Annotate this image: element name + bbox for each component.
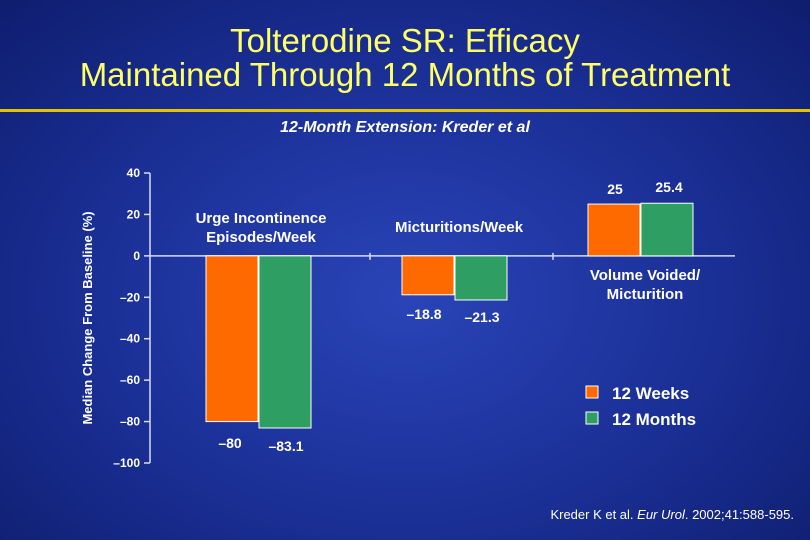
y-tick-label: –100 (113, 456, 140, 470)
y-axis-title: Median Change From Baseline (%) (80, 211, 95, 424)
y-tick-label: –80 (120, 415, 140, 429)
category-label: Volume Voided/ (590, 267, 701, 284)
data-label: –18.8 (406, 306, 441, 322)
citation-prefix: Kreder K et al. (550, 507, 638, 522)
citation-journal: Eur Urol (637, 507, 685, 522)
legend-swatch-12-weeks (585, 385, 599, 399)
category-label: Micturition (607, 286, 684, 303)
category-label: Micturitions/Week (395, 219, 524, 236)
bar-12-weeks (401, 255, 455, 296)
y-tick-label: 40 (127, 166, 141, 180)
legend-swatch-12-months (585, 411, 599, 425)
data-label: 25 (607, 181, 623, 197)
chart-title: 12-Month Extension: Kreder et al (280, 119, 530, 136)
slide-title-line1: Tolterodine SR: Efficacy (230, 22, 580, 59)
data-label: –80 (218, 435, 242, 451)
data-label: –21.3 (464, 309, 499, 325)
legend-label: 12 Weeks (612, 384, 689, 403)
data-label: 25.4 (655, 179, 682, 195)
bar-12-months (258, 255, 312, 429)
y-tick-label: –40 (120, 332, 140, 346)
legend-label: 12 Months (612, 410, 696, 429)
category-label: Episodes/Week (206, 229, 316, 246)
bar-12-months (454, 255, 508, 301)
bar-12-months (640, 202, 694, 257)
slide-title-line2: Maintained Through 12 Months of Treatmen… (79, 56, 731, 93)
bar-12-weeks (587, 203, 641, 257)
slide-title: Tolterodine SR: Efficacy Maintained Thro… (0, 24, 810, 92)
citation-suffix: . 2002;41:588-595. (684, 507, 794, 522)
y-tick-label: 20 (127, 207, 141, 221)
citation: Kreder K et al. Eur Urol. 2002;41:588-59… (550, 507, 794, 522)
category-label: Urge Incontinence (196, 210, 327, 227)
bar-12-weeks (205, 255, 259, 423)
y-tick-label: –20 (120, 290, 140, 304)
title-divider (0, 109, 810, 112)
y-tick-label: –60 (120, 373, 140, 387)
y-tick-label: 0 (133, 249, 140, 263)
data-label: –83.1 (268, 438, 303, 454)
